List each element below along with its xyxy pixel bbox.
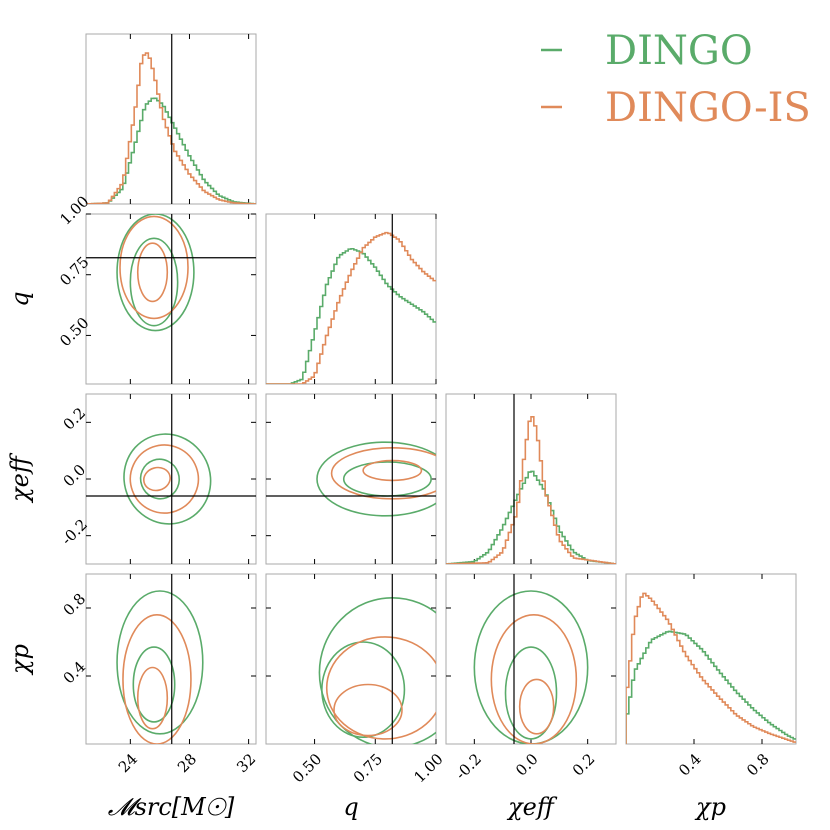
contour-chi_p-vs-chi_eff-dingo-is-1: [490, 614, 578, 744]
truth-lines: [266, 394, 436, 564]
legend-label: DINGO: [605, 28, 753, 74]
y-axis-label-chi_p: χp: [6, 644, 34, 676]
y-tick-label-q: 1.00: [56, 192, 92, 228]
legend-label: DINGO-IS: [605, 85, 811, 131]
histogram-mc-dingo-is: [86, 52, 256, 204]
x-tick-label-chi_p: 0.4: [675, 750, 705, 780]
panel-q-vs-mc: [85, 213, 257, 385]
x-tick-label-q: 0.75: [350, 750, 386, 786]
contour-chi_p-vs-mc-dingo-is-1: [122, 614, 192, 744]
y-tick-label-chi_p: 0.8: [60, 590, 90, 620]
contour-q-vs-mc-dingo-2: [129, 237, 179, 327]
contour-chi_p-vs-mc-dingo-2: [132, 646, 176, 723]
y-tick-label-chi_p: 0.4: [60, 658, 90, 688]
x-tick-label-chi_p: 0.8: [743, 750, 773, 780]
contour-chi_p-vs-chi_eff-dingo-1: [473, 590, 589, 744]
y-axis-label-chi_eff: χeff: [6, 452, 34, 504]
x-tick-label-mc: 32: [233, 750, 259, 776]
y-tick-label-chi_eff: 0.0: [60, 461, 90, 491]
panel-chi_p-vs-q: [265, 573, 437, 745]
x-tick-label-chi_eff: 0.0: [512, 750, 542, 780]
contour-chi_p-vs-q-dingo-is-2: [333, 683, 403, 737]
y-tick-label-q: 0.50: [56, 314, 92, 350]
truth-lines: [86, 394, 256, 564]
contour-chi_p-vs-mc-dingo-is-2: [136, 666, 169, 730]
histogram-chi_eff-dingo: [446, 470, 616, 564]
legend-entry-dingo-is: DINGO-IS: [541, 85, 811, 131]
y-tick-label-chi_eff: 0.2: [60, 404, 90, 434]
panel-chi_p-vs-mc: [85, 573, 257, 745]
panel-q-vs-q: [265, 213, 437, 385]
contour-chi_p-vs-q-dingo-is-1: [325, 636, 436, 740]
contour-chi_p-vs-chi_eff-dingo-is-2: [518, 678, 555, 735]
contour-chi_eff-vs-mc-dingo-is-1: [129, 444, 200, 514]
panel-chi_p-vs-chi_eff: [445, 573, 617, 745]
histogram-chi_p-dingo: [626, 630, 796, 744]
x-tick-label-chi_eff: 0.2: [569, 750, 599, 780]
panel-chi_p-vs-chi_p: [625, 573, 797, 745]
x-tick-label-mc: 24: [115, 750, 141, 776]
truth-lines: [86, 214, 256, 384]
contour-chi_p-vs-q-dingo-2: [321, 641, 406, 738]
legend-entry-dingo: DINGO: [541, 28, 753, 74]
y-tick-label-q: 0.75: [56, 253, 92, 289]
histogram-mc-dingo: [86, 97, 256, 204]
contour-chi_p-vs-mc-dingo-1: [116, 590, 204, 735]
x-axis-label-q: q: [343, 793, 358, 821]
contour-chi_eff-vs-mc-dingo-1: [123, 433, 212, 525]
y-axis-label-q: q: [6, 291, 34, 306]
panel-chi_eff-vs-mc: [85, 393, 257, 565]
contour-chi_eff-vs-mc-dingo-2: [139, 458, 181, 500]
x-axis-label-chi_eff: χeff: [506, 793, 558, 821]
x-tick-label-mc: 28: [174, 750, 200, 776]
x-tick-label-q: 1.00: [410, 750, 446, 786]
histogram-chi_eff-dingo-is: [446, 415, 616, 564]
x-tick-label-chi_eff: -0.2: [452, 750, 485, 783]
x-axis-label-chi_p: χp: [694, 793, 726, 821]
contour-chi_eff-vs-mc-dingo-is-2: [142, 466, 171, 492]
contour-q-vs-mc-dingo-is-1: [119, 215, 189, 320]
contour-chi_eff-vs-q-dingo-1: [316, 441, 436, 517]
contour-q-vs-mc-dingo-1: [116, 214, 195, 332]
contour-q-vs-mc-dingo-is-2: [136, 242, 169, 303]
histogram-q-dingo-is: [266, 231, 436, 384]
histogram-q-dingo: [266, 247, 436, 384]
contour-chi_p-vs-chi_eff-dingo-2: [504, 646, 558, 740]
x-tick-label-q: 0.50: [289, 750, 325, 786]
histogram-chi_p-dingo-is: [626, 592, 796, 744]
contour-chi_eff-vs-q-dingo-2: [342, 461, 432, 497]
x-axis-label-mc: 𝓜src[M☉]: [108, 793, 235, 821]
panel-chi_eff-vs-q: [265, 393, 437, 565]
